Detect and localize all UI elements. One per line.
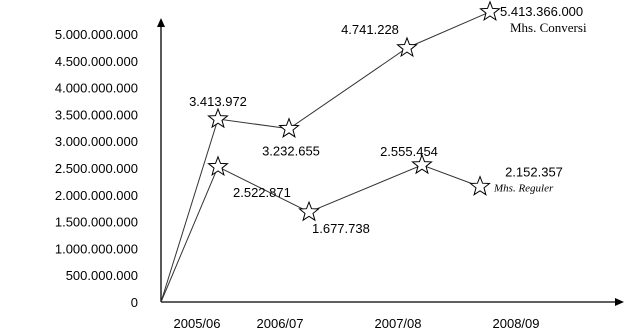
axes xyxy=(157,18,624,306)
data-label: 4.741.228 xyxy=(341,22,399,37)
series-name-label: Mhs. Conversi xyxy=(510,20,587,35)
x-tick-label: 2006/07 xyxy=(257,316,304,331)
y-tick-label: 2.000.000.000 xyxy=(55,188,138,203)
y-axis-tick-labels: 0 500.000.000 1.000.000.000 1.500.000.000 2.… xyxy=(55,27,138,310)
x-tick-label: 2005/06 xyxy=(174,316,221,331)
data-point-marker xyxy=(207,107,229,129)
data-point-marker xyxy=(396,36,418,58)
y-tick-label: 500.000.000 xyxy=(66,268,138,283)
x-axis-tick-labels: 2005/06 2006/07 2007/08 2008/09 xyxy=(174,316,540,331)
y-axis-arrow xyxy=(157,18,165,27)
data-point-marker xyxy=(298,200,320,222)
y-tick-label: 4.000.000.000 xyxy=(55,81,138,96)
data-label: 3.413.972 xyxy=(189,94,247,109)
data-point-marker xyxy=(278,117,300,138)
y-tick-label: 0 xyxy=(131,295,138,310)
data-label: 2.555.454 xyxy=(380,144,438,159)
y-tick-label: 5.000.000.000 xyxy=(55,27,138,42)
data-label: 2.522.871 xyxy=(233,185,291,200)
y-tick-label: 3.000.000.000 xyxy=(55,134,138,149)
x-tick-label: 2008/09 xyxy=(493,316,540,331)
data-label: 1.677.738 xyxy=(312,221,370,236)
data-point-marker xyxy=(411,153,433,175)
data-label: 3.232.655 xyxy=(262,144,320,159)
data-labels: 3.413.972 3.232.655 4.741.228 5.413.366.000… xyxy=(189,4,587,236)
series-name-label: Mhs. Reguler xyxy=(493,183,554,195)
y-tick-label: 2.500.000.000 xyxy=(55,161,138,176)
y-tick-label: 1.500.000.000 xyxy=(55,215,138,230)
data-point-marker xyxy=(469,175,491,196)
data-label: 5.413.366.000 xyxy=(500,4,583,19)
y-tick-label: 1.000.000.000 xyxy=(55,241,138,256)
x-tick-label: 2007/08 xyxy=(375,316,422,331)
y-tick-label: 3.500.000.000 xyxy=(55,107,138,122)
data-point-marker xyxy=(207,155,229,177)
data-label: 2.152.357 xyxy=(505,165,563,180)
series-lines xyxy=(160,11,491,303)
x-axis-arrow xyxy=(615,298,624,306)
series-markers xyxy=(207,0,501,222)
y-tick-label: 4.500.000.000 xyxy=(55,54,138,69)
data-point-marker xyxy=(479,0,501,22)
series-line xyxy=(160,11,491,303)
